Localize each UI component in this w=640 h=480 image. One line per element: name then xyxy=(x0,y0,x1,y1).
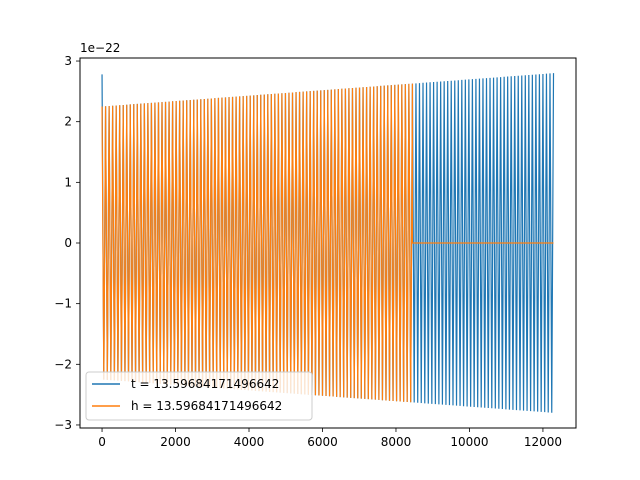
legend-label-h: h = 13.59684171496642 xyxy=(131,399,282,413)
y-tick-label: 2 xyxy=(64,115,72,129)
x-tick-label: 10000 xyxy=(450,435,488,449)
x-tick-label: 6000 xyxy=(307,435,338,449)
x-tick-label: 12000 xyxy=(524,435,562,449)
y-tick-label: −3 xyxy=(54,418,72,432)
y-tick-label: 3 xyxy=(64,54,72,68)
y-axis: −3 −2 −1 0 1 2 3 xyxy=(54,54,80,432)
y-tick-label: −2 xyxy=(54,357,72,371)
x-tick-label: 4000 xyxy=(234,435,265,449)
legend-box xyxy=(85,371,313,421)
legend-label-t: t = 13.59684171496642 xyxy=(131,377,279,391)
x-tick-label: 2000 xyxy=(160,435,191,449)
x-axis: 0 2000 4000 6000 8000 10000 12000 xyxy=(98,428,562,449)
x-tick-label: 0 xyxy=(98,435,106,449)
y-tick-label: 1 xyxy=(64,175,72,189)
y-tick-label: 0 xyxy=(64,236,72,250)
y-offset-text: 1e−22 xyxy=(80,41,120,55)
y-tick-label: −1 xyxy=(54,297,72,311)
legend: t = 13.59684171496642 h = 13.59684171496… xyxy=(85,371,313,421)
x-tick-label: 8000 xyxy=(381,435,412,449)
